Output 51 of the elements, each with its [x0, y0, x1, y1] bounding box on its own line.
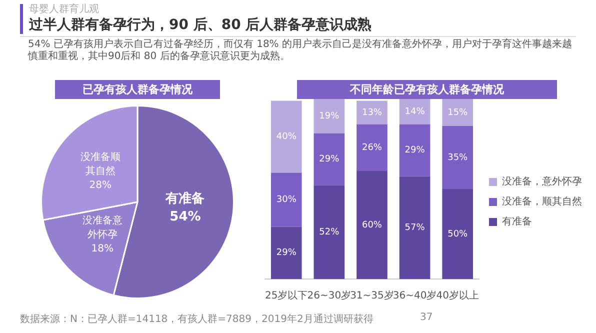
source-note: 数据来源：N：已孕人群=14118，有孩人群=7889，2019年2月通过调研获得: [20, 312, 374, 326]
x-tick-label: 40岁以上: [436, 290, 479, 302]
bar: [442, 189, 474, 279]
legend-label: 没准备，意外怀孕: [502, 176, 582, 188]
data-label: 29%: [319, 154, 340, 165]
bar: [314, 185, 345, 279]
text: 54% 已孕有孩用户表示自己有过备孕经历，而仅有 18% 的用户表示自己是没有准备意外怀孕，用户对于孕育这件事越来越慎重和重视，其中90后和 80 后的备孕意识意识更为成熟。: [28, 39, 573, 63]
x-tick-label: 25岁以下: [264, 290, 308, 302]
data-label: 52%: [319, 228, 340, 238]
data-label: 19%: [319, 111, 340, 122]
legend-label: 有准备: [502, 216, 532, 228]
chart-title: 已孕有孩人群备孕情况: [55, 80, 220, 99]
data-label: 57%: [404, 223, 426, 234]
data-label: 28%: [89, 180, 112, 191]
data-label: 13%: [362, 108, 382, 118]
bar: [442, 126, 474, 189]
x-tick-label: 26~30岁: [307, 290, 352, 302]
data-label: 35%: [448, 152, 468, 163]
data-label: 18%: [91, 244, 114, 255]
text: 过半人群有备孕行为，90 后、80 后人群备孕意识成熟: [29, 16, 372, 34]
text: 母婴人群育儿观: [29, 4, 100, 16]
slice-label: 没准备意外怀孕: [82, 214, 122, 241]
x-tick-label: 36~40岁: [392, 290, 437, 302]
data-label: 30%: [276, 195, 297, 206]
bar: [356, 124, 388, 171]
data-label: 54%: [170, 209, 201, 224]
slice-label: 有准备: [164, 190, 205, 206]
data-label: 60%: [362, 220, 382, 230]
bar: [399, 176, 430, 279]
bar: [270, 226, 302, 279]
data-label: 29%: [404, 146, 426, 156]
bar: [399, 124, 430, 176]
bar: [270, 172, 302, 227]
slice-label: 没准备顺其自然: [80, 150, 120, 177]
x-tick-label: 31~35岁: [350, 290, 394, 302]
bar: [356, 171, 388, 279]
data-label: 29%: [276, 248, 297, 258]
data-label: 50%: [448, 229, 468, 240]
chart-title: 不同年龄已孕有孩人群备孕情况: [297, 80, 557, 99]
bar: [314, 99, 345, 134]
bar: [314, 133, 345, 186]
bar: [356, 100, 388, 124]
bar: [270, 100, 302, 173]
data-label: 26%: [362, 142, 382, 153]
legend-label: 没准备，顺其自然: [502, 196, 582, 208]
bar: [399, 99, 430, 124]
data-label: 14%: [404, 106, 426, 117]
data-label: 15%: [448, 108, 468, 118]
text: 37: [420, 312, 433, 323]
data-label: 40%: [276, 132, 297, 142]
bar: [442, 99, 474, 126]
